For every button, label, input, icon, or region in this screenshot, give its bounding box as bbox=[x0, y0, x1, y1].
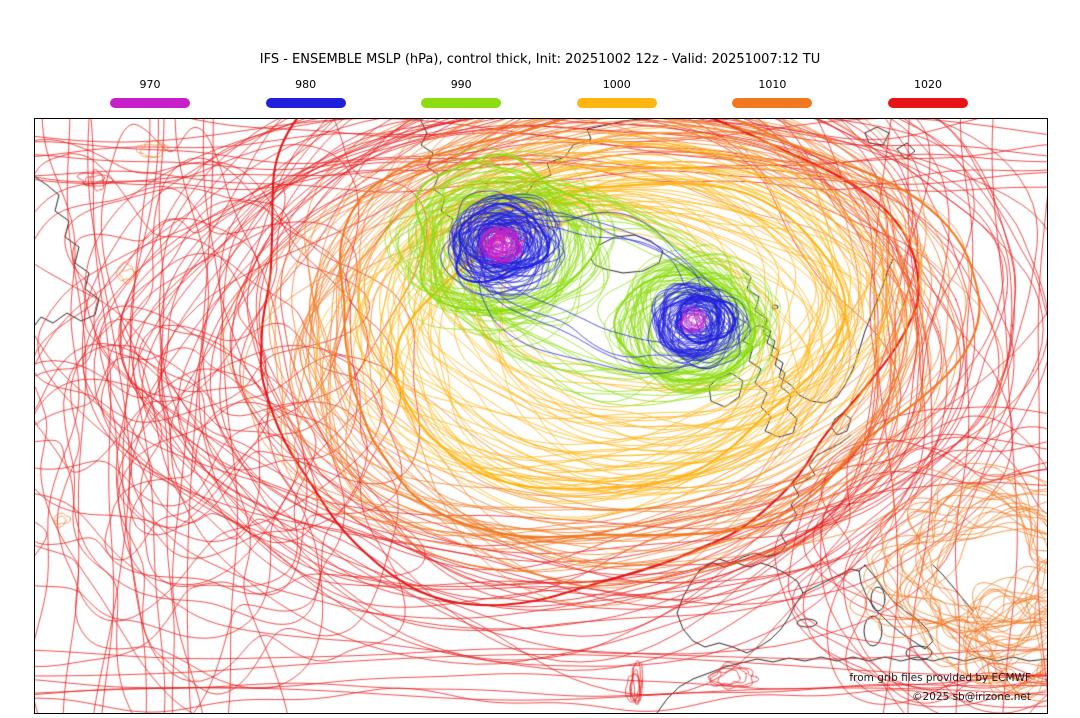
attribution: from grib files provided by ECMWF ©2025 … bbox=[849, 669, 1031, 707]
chart-title: IFS - ENSEMBLE MSLP (hPa), control thick… bbox=[259, 52, 821, 67]
legend-item-990: 990 bbox=[421, 78, 502, 108]
legend-item-980: 980 bbox=[265, 78, 346, 108]
legend-item-970: 970 bbox=[110, 78, 190, 108]
attribution-source: from grib files provided by ECMWF bbox=[849, 672, 1031, 684]
legend-level-label: 1010 bbox=[758, 78, 787, 91]
legend-color-bar bbox=[421, 98, 502, 108]
pressure-legend: 970 980 990 1000 1010 1020 bbox=[110, 78, 968, 108]
legend-color-bar bbox=[576, 98, 657, 108]
legend-color-bar bbox=[732, 98, 813, 108]
mslp-ensemble-map-canvas bbox=[35, 119, 1047, 713]
map-frame: from grib files provided by ECMWF ©2025 … bbox=[34, 118, 1048, 714]
legend-item-1010: 1010 bbox=[732, 78, 813, 108]
legend-item-1020: 1020 bbox=[887, 78, 968, 108]
legend-level-label: 990 bbox=[450, 78, 472, 91]
legend-level-label: 1000 bbox=[602, 78, 631, 91]
legend-color-bar bbox=[887, 98, 968, 108]
legend-level-label: 1020 bbox=[913, 78, 942, 91]
legend-color-bar bbox=[110, 98, 190, 108]
legend-level-label: 980 bbox=[295, 78, 317, 91]
legend-color-bar bbox=[265, 98, 346, 108]
attribution-copyright: ©2025 sb@irizone.net bbox=[912, 691, 1031, 703]
legend-level-label: 970 bbox=[139, 78, 161, 91]
legend-item-1000: 1000 bbox=[576, 78, 657, 108]
